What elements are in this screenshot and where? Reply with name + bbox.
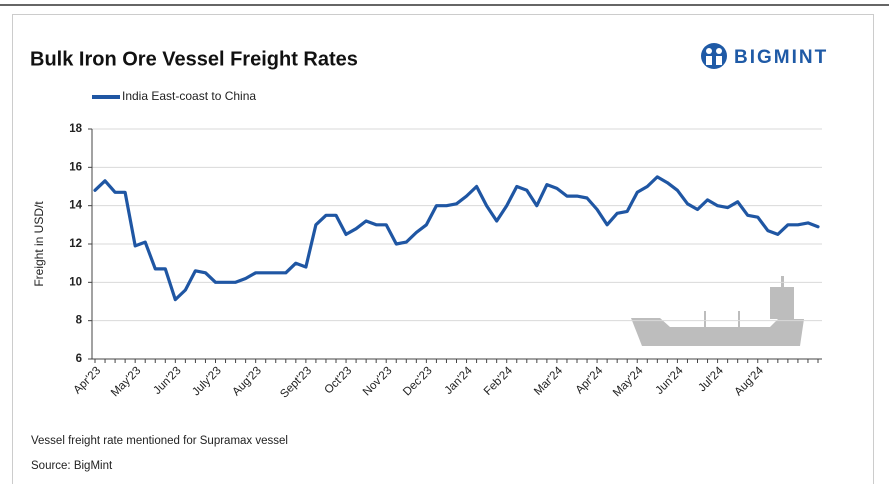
logo-icon <box>706 48 712 54</box>
logo-icon <box>706 56 712 65</box>
footnote: Vessel freight rate mentioned for Supram… <box>31 435 288 447</box>
series-line <box>93 175 820 302</box>
logo: BIGMINT <box>701 43 828 69</box>
x-tick-label: Jun'23 <box>151 365 183 397</box>
x-tick-label: Aug'24 <box>732 364 766 398</box>
x-tick-label: Jul'24 <box>696 364 726 394</box>
x-tick-label: Dec'23 <box>401 365 435 399</box>
ship-mast <box>738 311 740 327</box>
y-tick-label: 6 <box>76 353 82 365</box>
legend-label: India East-coast to China <box>122 89 256 103</box>
y-tick-label: 14 <box>69 200 82 212</box>
y-tick-label: 8 <box>76 315 83 327</box>
ship-bridge <box>770 287 794 319</box>
y-tick-label: 12 <box>69 238 82 250</box>
ship-hull <box>631 318 804 346</box>
chart-title: Bulk Iron Ore Vessel Freight Rates <box>30 48 358 70</box>
x-tick-label: July'23 <box>190 365 224 399</box>
ship-mast <box>704 311 706 327</box>
y-tick-label: 16 <box>69 161 82 173</box>
card-border <box>12 14 874 484</box>
y-axis-label: Freight in USD/t <box>32 201 46 287</box>
logo-text: BIGMINT <box>734 47 828 68</box>
y-tick-label: 10 <box>69 276 82 288</box>
x-tick-label: Apr'24 <box>574 364 606 396</box>
logo-icon <box>701 43 727 69</box>
source: Source: BigMint <box>31 460 113 472</box>
x-tick-label: Nov'23 <box>361 365 395 399</box>
logo-icon <box>716 48 722 54</box>
x-tick-label: May'23 <box>109 365 143 399</box>
x-tick-label: Apr'23 <box>72 365 104 397</box>
x-tick-label: May'24 <box>611 364 646 399</box>
ship-illustration <box>631 276 804 346</box>
y-tick-label: 18 <box>69 123 82 135</box>
x-tick-label: Feb'24 <box>482 364 516 398</box>
x-tick-label: Mar'24 <box>532 364 566 398</box>
x-tick-label: Oct'23 <box>323 365 355 397</box>
x-tick-label: Sept'23 <box>278 365 314 401</box>
x-tick-label: Aug'23 <box>230 365 264 399</box>
x-tick-label: Jun'24 <box>653 364 686 397</box>
x-tick-label: Jan'24 <box>443 364 476 397</box>
logo-icon <box>716 56 722 65</box>
